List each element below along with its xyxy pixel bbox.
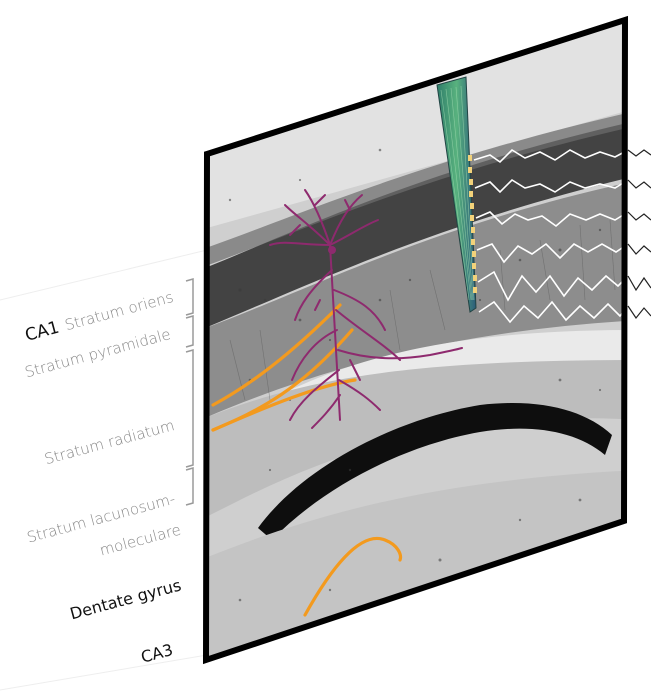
dentate-gyrus-label: Dentate gyrus xyxy=(68,575,183,623)
slice-frame xyxy=(202,15,629,665)
pyramidal-neuron-icon xyxy=(269,189,463,429)
silicon-probe-icon xyxy=(436,76,477,313)
ca1-label: CA1 xyxy=(23,318,61,346)
brain-slice-image xyxy=(206,20,625,660)
perspective-guides xyxy=(0,249,208,691)
neuron-soma xyxy=(328,246,336,254)
lfp-traces-icon xyxy=(473,148,629,324)
ca3-label: CA3 xyxy=(139,640,175,667)
layer-brackets xyxy=(185,278,194,506)
stratum-lacunosum-label-line2: moleculare xyxy=(98,521,183,560)
stratum-radiatum-label: Stratum radiatum xyxy=(43,416,177,468)
lfp-traces-outside xyxy=(627,149,651,320)
